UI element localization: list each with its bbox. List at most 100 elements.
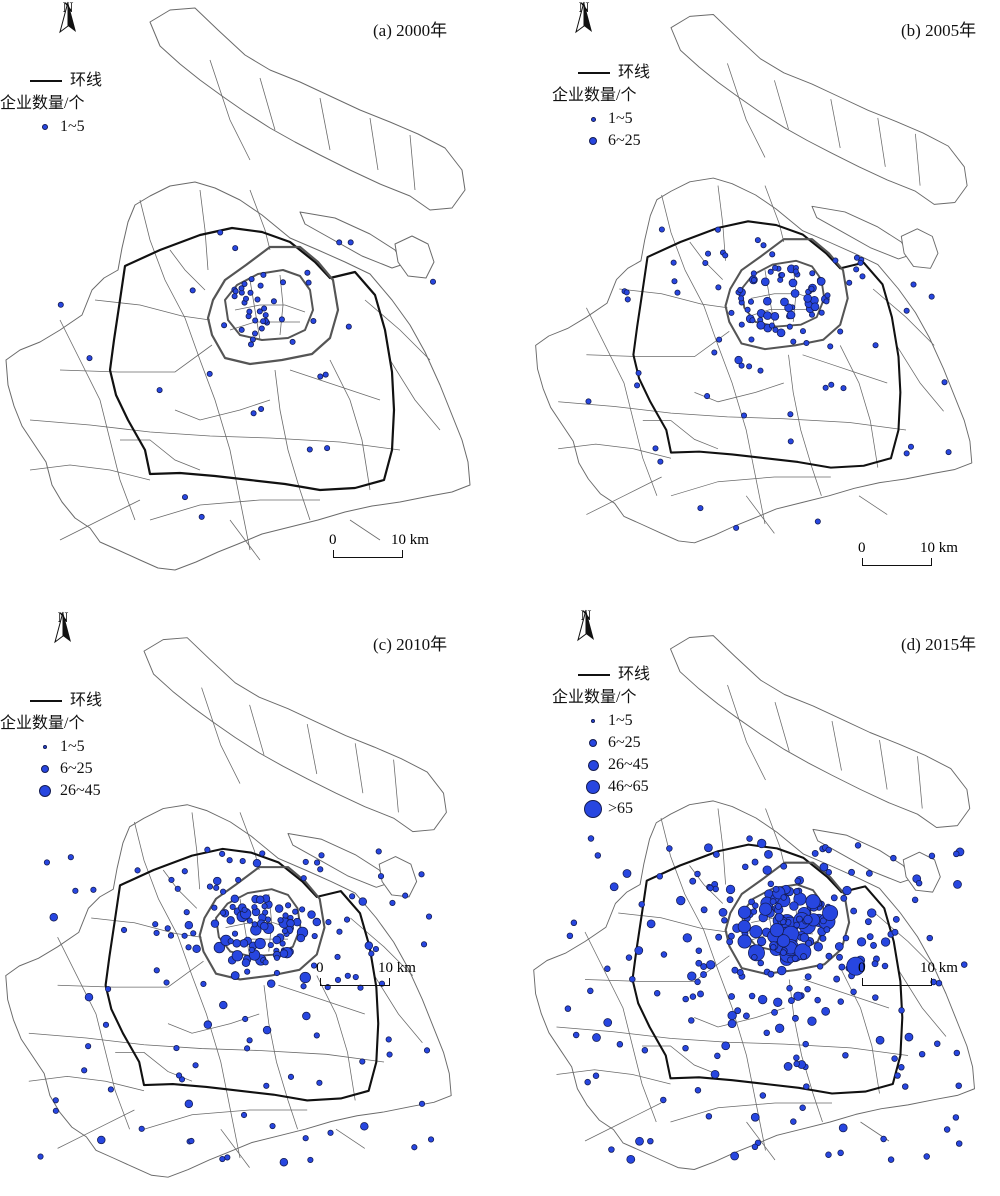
subdistrict-boundary	[59, 499, 141, 541]
enterprise-symbol	[721, 917, 728, 924]
enterprise-symbol	[819, 917, 827, 925]
subdistrict-boundary	[57, 937, 130, 1130]
enterprise-symbol	[377, 873, 385, 880]
enterprise-symbol	[824, 292, 831, 299]
subdistrict-boundary	[306, 724, 318, 775]
enterprise-symbol	[752, 902, 759, 909]
enterprise-symbol	[246, 1037, 253, 1044]
subdistrict-boundary	[28, 1032, 385, 1063]
enterprise-symbol	[85, 1043, 92, 1050]
legend-class-label: 1~5	[608, 712, 633, 729]
enterprise-symbol	[372, 946, 380, 953]
enterprise-symbol	[903, 307, 910, 314]
enterprise-symbol	[930, 978, 937, 986]
enterprise-symbol	[429, 278, 436, 285]
subdistrict-boundary	[586, 307, 658, 496]
enterprise-symbol	[261, 903, 268, 910]
enterprise-symbol	[923, 1153, 930, 1160]
north-arrow-c: N	[48, 610, 78, 644]
enterprise-symbol	[334, 976, 342, 983]
enterprise-symbol	[213, 884, 220, 891]
enterprise-symbol	[254, 937, 266, 950]
enterprise-symbol	[828, 381, 835, 388]
enterprise-symbol	[695, 947, 703, 954]
subdistrict-boundary	[354, 743, 364, 794]
enterprise-symbol	[641, 1047, 649, 1054]
subdistrict-boundary	[830, 99, 841, 149]
enterprise-symbol	[799, 328, 806, 335]
enterprise-symbol	[756, 936, 767, 947]
enterprise-symbol	[300, 875, 307, 882]
enterprise-symbol	[928, 852, 936, 860]
enterprise-symbol	[760, 242, 767, 249]
enterprise-symbol	[344, 972, 351, 979]
subdistrict-boundary	[841, 969, 880, 1094]
enterprise-symbol	[738, 362, 745, 369]
legend-count-heading: 企业数量/个	[0, 715, 85, 732]
enterprise-symbol	[153, 929, 160, 937]
enterprise-symbol	[274, 904, 284, 913]
enterprise-symbol	[327, 1129, 334, 1136]
scale-end-label: 10 km	[378, 960, 416, 976]
enterprise-symbol	[624, 296, 631, 303]
enterprise-symbol	[811, 850, 819, 857]
scale-start-label: 0	[316, 960, 324, 976]
enterprise-symbol	[281, 927, 289, 935]
enterprise-symbol	[736, 969, 744, 976]
enterprise-symbol	[746, 835, 753, 842]
subdistrict-boundary	[717, 808, 726, 885]
enterprise-symbol	[229, 903, 236, 911]
map-group	[5, 637, 452, 1178]
enterprise-symbol	[623, 289, 630, 296]
legend-count-heading: 企业数量/个	[552, 87, 637, 104]
scale-start-label: 0	[858, 540, 866, 556]
enterprise-symbol	[737, 286, 744, 293]
scale-bar-line	[862, 558, 932, 566]
enterprise-symbol	[302, 858, 309, 866]
enterprise-symbol	[805, 939, 813, 947]
enterprise-symbol	[217, 229, 224, 236]
subdistrict-boundary	[389, 359, 441, 431]
enterprise-symbol	[316, 1079, 323, 1086]
enterprise-symbol	[803, 1083, 810, 1090]
enterprise-symbol	[260, 271, 267, 278]
enterprise-symbol	[730, 1151, 739, 1161]
subdistrict-boundary	[717, 185, 726, 261]
enterprise-symbol	[262, 312, 269, 319]
subdistrict-boundary	[29, 464, 151, 481]
enterprise-symbol	[726, 938, 734, 946]
enterprise-symbol	[226, 916, 235, 925]
subdistrict-boundary	[642, 1045, 719, 1075]
subdistrict-boundary	[59, 344, 213, 373]
enterprise-symbol	[587, 835, 595, 842]
enterprise-symbol	[804, 973, 812, 981]
enterprise-symbol	[359, 1058, 366, 1065]
scale-bar-b: 0 10 km	[858, 540, 972, 566]
enterprise-symbol	[763, 311, 772, 320]
enterprise-symbol	[819, 862, 829, 872]
enterprise-symbol	[772, 264, 779, 271]
enterprise-symbol	[230, 894, 240, 904]
enterprise-symbol	[608, 1146, 615, 1153]
enterprise-symbol	[776, 328, 786, 338]
subdistrict-boundary	[329, 359, 371, 491]
enterprise-symbol	[953, 850, 960, 858]
enterprise-symbol	[67, 854, 74, 861]
subdistrict-boundary	[558, 443, 672, 459]
enterprise-symbol	[953, 1049, 961, 1057]
subdistrict-boundary	[558, 401, 907, 431]
enterprise-symbol	[262, 909, 269, 916]
enterprise-symbol	[910, 281, 917, 288]
enterprise-symbol	[313, 1032, 320, 1039]
enterprise-symbol	[629, 975, 636, 983]
enterprise-symbol	[305, 279, 312, 286]
enterprise-symbol	[206, 883, 214, 890]
enterprise-symbol	[697, 505, 704, 512]
enterprise-symbol	[915, 879, 923, 887]
enterprise-symbol	[261, 305, 268, 312]
enterprise-symbol	[734, 355, 743, 365]
enterprise-symbol	[853, 266, 860, 273]
enterprise-symbol	[105, 985, 112, 993]
enterprise-symbol	[427, 1136, 435, 1143]
enterprise-symbol	[240, 1111, 248, 1119]
